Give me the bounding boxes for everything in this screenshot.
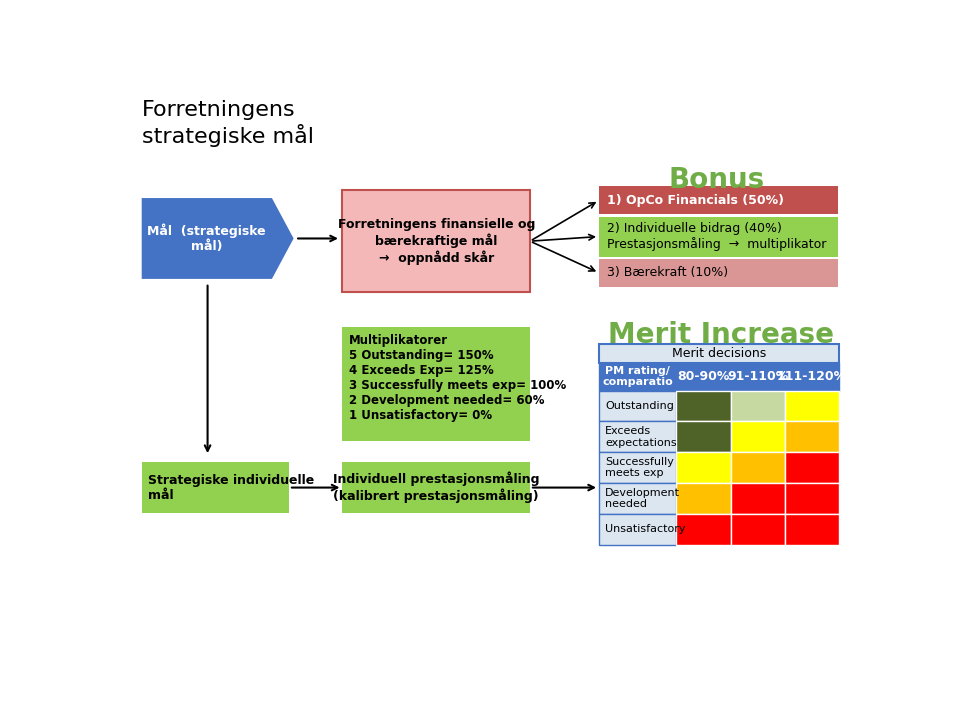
FancyBboxPatch shape <box>731 390 785 421</box>
FancyBboxPatch shape <box>785 390 839 421</box>
Text: Individuell prestasjonsmåling
(kalibrert prestasjonsmåling): Individuell prestasjonsmåling (kalibrert… <box>333 472 540 503</box>
FancyBboxPatch shape <box>599 514 677 544</box>
FancyBboxPatch shape <box>599 186 838 215</box>
FancyBboxPatch shape <box>731 452 785 483</box>
Text: Exceeds
expectations: Exceeds expectations <box>605 426 677 448</box>
FancyBboxPatch shape <box>731 514 785 544</box>
Text: Outstanding: Outstanding <box>605 401 674 411</box>
Text: Merit Increase: Merit Increase <box>608 321 833 349</box>
FancyBboxPatch shape <box>599 363 677 390</box>
FancyBboxPatch shape <box>343 190 530 292</box>
Text: Forretningens finansielle og
bærekraftige mål
→  oppnådd skår: Forretningens finansielle og bærekraftig… <box>338 217 535 264</box>
FancyBboxPatch shape <box>599 390 677 421</box>
FancyBboxPatch shape <box>785 514 839 544</box>
Text: Multiplikatorer
5 Outstanding= 150%
4 Exceeds Exp= 125%
3 Successfully meets exp: Multiplikatorer 5 Outstanding= 150% 4 Ex… <box>348 333 565 422</box>
Text: Development
needed: Development needed <box>605 487 680 509</box>
FancyBboxPatch shape <box>599 421 677 452</box>
FancyBboxPatch shape <box>677 483 731 514</box>
Text: Successfully
meets exp: Successfully meets exp <box>605 456 674 478</box>
FancyBboxPatch shape <box>785 452 839 483</box>
Text: 1) OpCo Financials (50%): 1) OpCo Financials (50%) <box>607 194 783 207</box>
Text: 111-120%: 111-120% <box>777 370 847 383</box>
Text: Merit decisions: Merit decisions <box>672 347 766 360</box>
FancyBboxPatch shape <box>785 363 839 390</box>
FancyBboxPatch shape <box>599 483 677 514</box>
Text: Bonus: Bonus <box>668 166 765 194</box>
FancyBboxPatch shape <box>677 421 731 452</box>
FancyBboxPatch shape <box>731 363 785 390</box>
Polygon shape <box>142 198 294 279</box>
FancyBboxPatch shape <box>343 462 530 513</box>
FancyBboxPatch shape <box>677 452 731 483</box>
Text: Unsatisfactory: Unsatisfactory <box>605 524 685 534</box>
FancyBboxPatch shape <box>599 217 838 256</box>
Text: 80-90%: 80-90% <box>678 370 730 383</box>
FancyBboxPatch shape <box>677 514 731 544</box>
FancyBboxPatch shape <box>142 462 289 513</box>
Text: 2) Individuelle bidrag (40%)
Prestasjonsmåling  →  multiplikator: 2) Individuelle bidrag (40%) Prestasjons… <box>607 222 826 251</box>
FancyBboxPatch shape <box>677 363 731 390</box>
Text: PM rating/
comparatio: PM rating/ comparatio <box>602 366 673 387</box>
FancyBboxPatch shape <box>599 259 838 287</box>
Text: 3) Bærekraft (10%): 3) Bærekraft (10%) <box>607 266 728 279</box>
FancyBboxPatch shape <box>731 421 785 452</box>
Text: Mål  (strategiske
mål): Mål (strategiske mål) <box>148 224 266 253</box>
FancyBboxPatch shape <box>785 421 839 452</box>
FancyBboxPatch shape <box>599 452 677 483</box>
FancyBboxPatch shape <box>599 344 839 363</box>
FancyBboxPatch shape <box>731 483 785 514</box>
Text: 91-110%: 91-110% <box>728 370 788 383</box>
Text: Forretningens
strategiske mål: Forretningens strategiske mål <box>142 100 314 147</box>
FancyBboxPatch shape <box>343 328 530 441</box>
Text: Strategiske individuelle
mål: Strategiske individuelle mål <box>148 474 314 502</box>
FancyBboxPatch shape <box>677 390 731 421</box>
FancyBboxPatch shape <box>785 483 839 514</box>
